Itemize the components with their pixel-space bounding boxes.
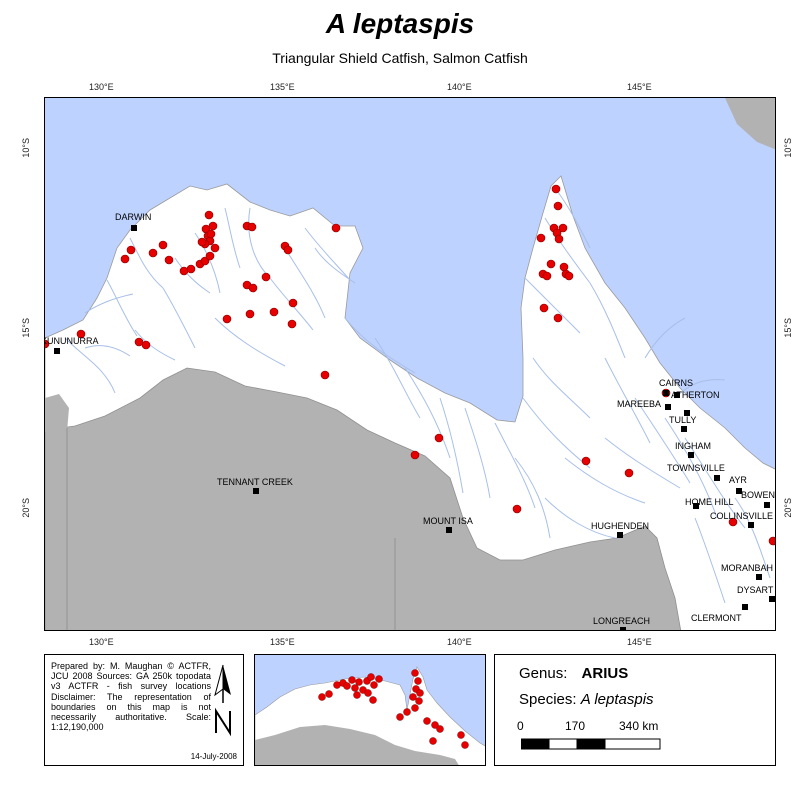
town-label-mareeba: MAREEBA (617, 399, 661, 409)
town-label-collinsville: COLLINSVILLE (710, 511, 773, 521)
town-label-kununurra: KUNUNURRA (45, 336, 99, 346)
town-label-home-hill: HOME HILL (685, 497, 734, 507)
state-borders (66, 428, 396, 630)
inset-outside (255, 725, 459, 765)
town-label-darwin: DARWIN (115, 212, 151, 222)
scale-label-170: 170 (565, 719, 586, 733)
town-label-tennant-creek: TENNANT CREEK (217, 477, 293, 487)
lat-tick-15-right: 15°S (783, 318, 793, 338)
town-label-atherton: ATHERTON (671, 390, 720, 400)
genus-label: Genus: (519, 665, 568, 682)
lat-tick-10-right: 10°S (783, 138, 793, 158)
lon-tick-140: 140°E (447, 82, 472, 92)
legend-genus-row: Genus: ARIUS (519, 665, 628, 682)
scale-bar (521, 738, 661, 750)
lon-tick-135-bottom: 135°E (270, 637, 295, 647)
lon-tick-130: 130°E (89, 82, 114, 92)
lon-tick-145-bottom: 145°E (627, 637, 652, 647)
lat-tick-10: 10°S (21, 138, 31, 158)
lat-tick-20-right: 20°S (783, 498, 793, 518)
inset-map[interactable] (254, 654, 486, 766)
lon-tick-140-bottom: 140°E (447, 637, 472, 647)
species-label: Species: (519, 691, 577, 708)
map-subtitle: Triangular Shield Catfish, Salmon Catfis… (272, 50, 528, 66)
town-label-clermont: CLERMONT (691, 613, 742, 623)
town-label-mount-isa: MOUNT ISA (423, 516, 473, 526)
credits-text: Prepared by: M. Maughan © ACTFR, JCU 200… (51, 661, 211, 733)
species-value: A leptaspis (580, 691, 654, 708)
town-label-ingham: INGHAM (675, 441, 711, 451)
town-label-townsville: TOWNSVILLE (667, 463, 725, 473)
town-label-tully: TULLY (669, 415, 696, 425)
town-label-dysart: DYSART (737, 585, 774, 595)
outside-region-west (45, 394, 69, 432)
lon-tick-135: 135°E (270, 82, 295, 92)
scale-label-0: 0 (517, 719, 524, 733)
credits-box: Prepared by: M. Maughan © ACTFR, JCU 200… (44, 654, 244, 766)
lon-tick-145: 145°E (627, 82, 652, 92)
lon-tick-130-bottom: 130°E (89, 637, 114, 647)
lat-tick-20: 20°S (21, 498, 31, 518)
outside-region (45, 367, 682, 630)
town-label-longreach: LONGREACH (593, 616, 650, 626)
town-label-hughenden: HUGHENDEN (591, 521, 649, 531)
town-labels: DARWIN KUNUNURRA TENNANT CREEK MOUNT ISA… (45, 212, 775, 626)
lat-tick-15: 15°S (21, 318, 31, 338)
north-arrow-icon (214, 664, 231, 737)
town-label-bowen: BOWEN (741, 490, 775, 500)
credits-date: 14-July-2008 (190, 752, 237, 761)
outside-region-northeast (725, 98, 775, 150)
scale-label-340: 340 km (619, 719, 659, 733)
town-squares (54, 225, 775, 630)
legend-box: Genus: ARIUS Species: A leptaspis 0 170 … (494, 654, 776, 766)
main-map[interactable]: DARWIN KUNUNURRA TENNANT CREEK MOUNT ISA… (44, 97, 776, 631)
town-label-ayr: AYR (729, 475, 747, 485)
genus-value: ARIUS (581, 665, 629, 682)
town-label-cairns: CAIRNS (659, 378, 693, 388)
map-title: A leptaspis (325, 8, 475, 39)
inset-record-dots (318, 669, 469, 749)
town-label-moranbah: MORANBAH (721, 563, 773, 573)
legend-species-row: Species: A leptaspis (519, 691, 654, 708)
